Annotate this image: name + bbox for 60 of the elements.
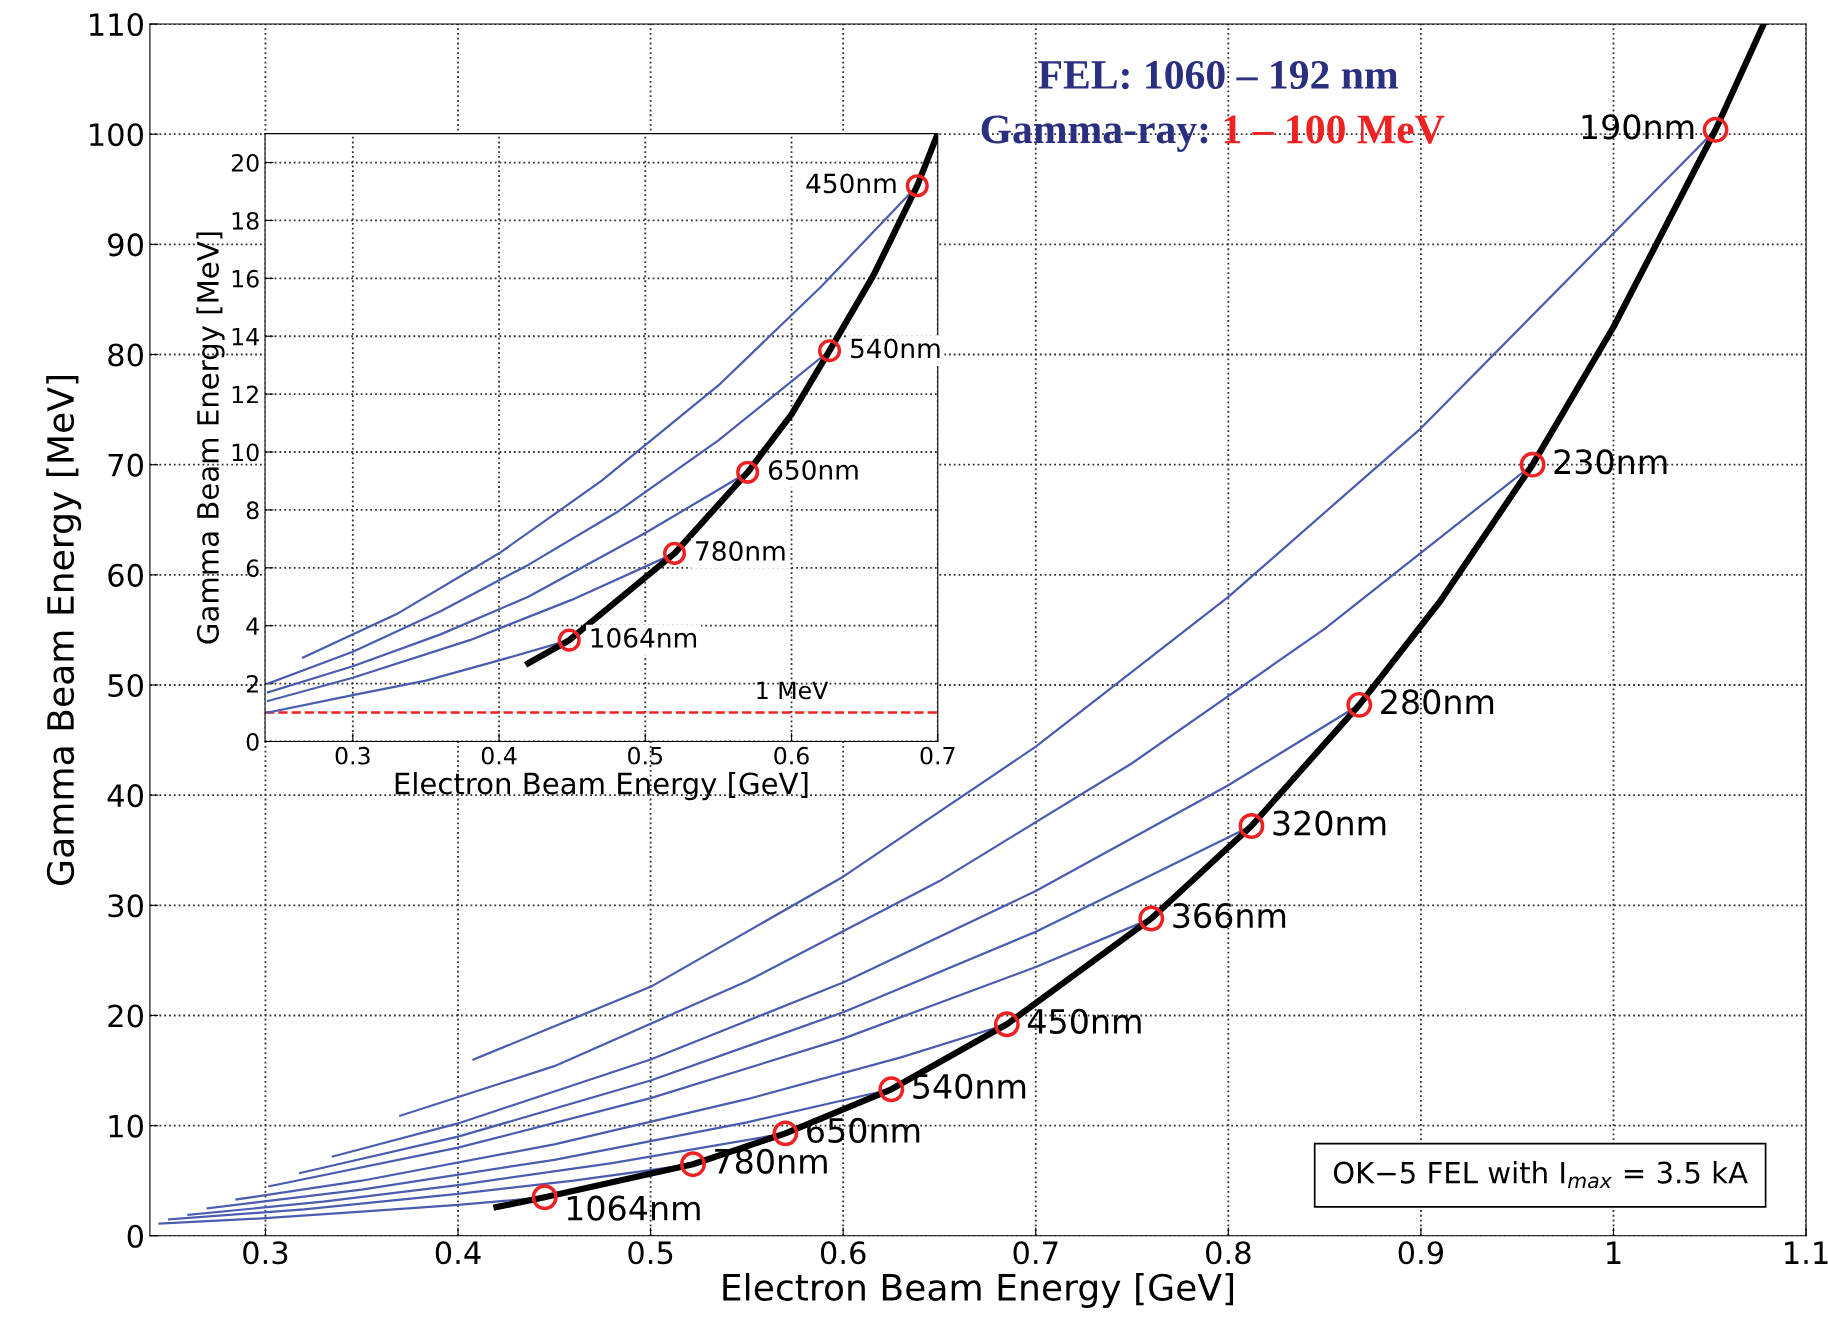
x-tick-label: 0.4 [435, 1241, 481, 1265]
y-tick-label: 50 [108, 673, 144, 698]
y-axis-title: Gamma Beam Energy [MeV] [46, 376, 82, 885]
x-tick-label: 0.4 [481, 746, 517, 765]
annotation: Gamma-ray: [981, 115, 1208, 152]
x-tick-label: 0.7 [1013, 1241, 1058, 1265]
x-tick-label: 0.5 [628, 1241, 673, 1265]
text: FEL: 1060 – 192 nm [1038, 60, 1398, 90]
y-tick-label: 40 [107, 784, 144, 808]
x-axis-title: Electron Beam Energy [GeV] [395, 771, 808, 801]
ref-line-label: 1 MeV [757, 681, 829, 700]
annotation: 230nm [1554, 449, 1667, 475]
x-tick-label: 1 [1607, 1241, 1621, 1264]
annotation: 320nm [1273, 810, 1386, 836]
y-tick-label: 8 [246, 501, 259, 520]
y-tick-label: 0 [246, 732, 259, 751]
y-tick-label: 30 [108, 894, 144, 918]
y-tick-label: 10 [109, 1114, 144, 1138]
y-tick-label: 12 [232, 385, 258, 404]
y-tick-label: 14 [232, 327, 259, 346]
annotation: 540nm [913, 1073, 1026, 1099]
x-tick-label: 0.6 [820, 1241, 866, 1265]
x-tick-label: 0.3 [335, 746, 370, 765]
annotation: 280nm [1381, 689, 1494, 715]
annotation: 1064nm [567, 1195, 700, 1221]
annotation: 1 – 100 MeV [1224, 115, 1445, 144]
x-tick-label: 0.5 [628, 746, 662, 765]
x-tick-label: 0.3 [243, 1241, 288, 1265]
y-tick-label: 2 [246, 675, 258, 693]
annotation: 450nm [806, 173, 896, 194]
y-tick-label: 100 [90, 123, 143, 147]
y-tick-label: 10 [232, 443, 259, 462]
annotation: 650nm [768, 459, 858, 480]
y-tick-label: 90 [108, 233, 144, 257]
annotation: 190nm [1582, 114, 1694, 140]
annotation: 780nm [696, 541, 785, 561]
y-axis-title: Gamma Beam Energy [MeV] [196, 232, 225, 644]
annotation: OK−5 FEL with I$_{max}$ = 3.5 kA [1333, 1161, 1748, 1189]
x-tick-label: 1.1 [1785, 1241, 1828, 1264]
annotation: 780nm [715, 1148, 827, 1174]
y-tick-label: 60 [108, 563, 144, 587]
y-tick-label: 16 [232, 269, 259, 288]
y-tick-label: 80 [108, 343, 144, 367]
y-tick-label: 4 [246, 617, 259, 635]
x-tick-label: 0.7 [920, 746, 955, 765]
y-tick-label: 18 [232, 211, 259, 230]
annotation: 540nm [851, 338, 940, 359]
y-tick-label: 6 [246, 559, 259, 578]
x-tick-label: 0.6 [774, 746, 809, 765]
x-tick-label: 0.9 [1398, 1241, 1444, 1265]
annotation: 450nm [1027, 1008, 1141, 1034]
annotation: 366nm [1173, 903, 1286, 929]
y-tick-label: 20 [231, 153, 259, 172]
x-tick-label: 0.8 [1206, 1241, 1251, 1265]
y-tick-label: 0 [127, 1224, 144, 1248]
annotation: 1064nm [591, 627, 697, 648]
x-axis-title: Electron Beam Energy [GeV] [723, 1273, 1234, 1308]
y-tick-label: 20 [108, 1004, 144, 1028]
y-tick-label: 70 [108, 453, 144, 477]
y-tick-label: 110 [90, 12, 143, 37]
